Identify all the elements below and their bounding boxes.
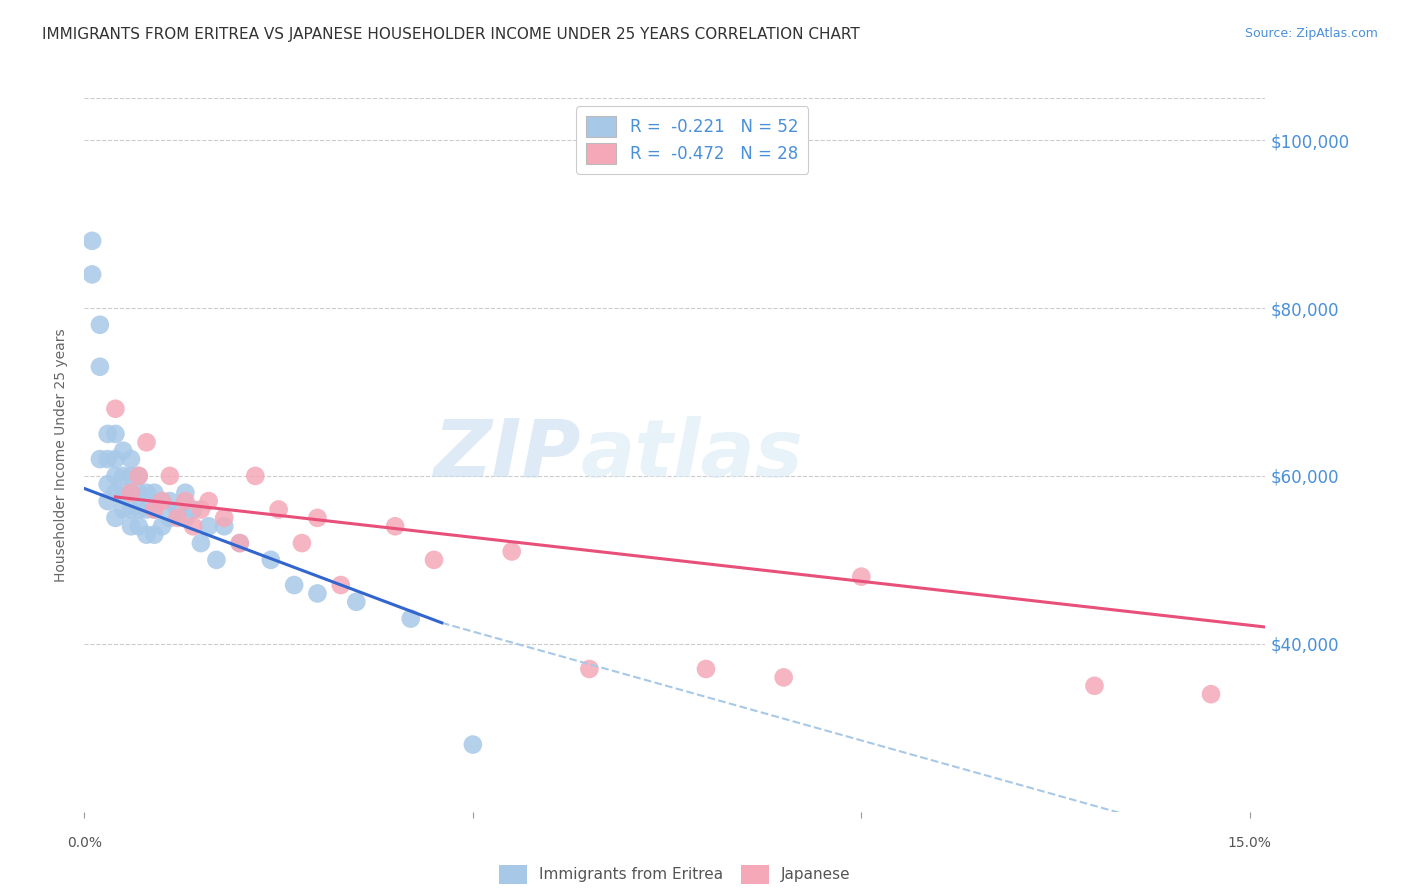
Text: 15.0%: 15.0% (1227, 836, 1272, 850)
Point (120, 519, 142, 533)
Point (128, 485, 150, 500)
Point (772, 670, 794, 684)
Point (197, 519, 219, 533)
Point (174, 494, 197, 508)
Point (423, 553, 446, 567)
Point (159, 469, 181, 483)
Point (120, 485, 142, 500)
Point (120, 502, 142, 516)
Point (307, 511, 329, 525)
Point (197, 494, 219, 508)
Point (128, 469, 150, 483)
Point (104, 452, 127, 467)
Point (143, 502, 166, 516)
Point (260, 553, 283, 567)
Point (135, 502, 157, 516)
Point (229, 536, 252, 550)
Point (159, 511, 181, 525)
Point (112, 485, 135, 500)
Point (695, 662, 717, 676)
Text: atlas: atlas (581, 416, 803, 494)
Point (291, 536, 314, 550)
Text: Source: ZipAtlas.com: Source: ZipAtlas.com (1244, 27, 1378, 40)
Point (89, 359, 111, 374)
Point (120, 469, 142, 483)
Text: IMMIGRANTS FROM ERITREA VS JAPANESE HOUSEHOLDER INCOME UNDER 25 YEARS CORRELATIO: IMMIGRANTS FROM ERITREA VS JAPANESE HOUS… (42, 27, 860, 42)
Text: ZIP: ZIP (433, 416, 581, 494)
Point (174, 485, 197, 500)
Point (166, 511, 188, 525)
Point (578, 662, 600, 676)
Point (150, 494, 173, 508)
Point (104, 401, 127, 416)
Point (212, 511, 235, 525)
Legend: Immigrants from Eritrea, Japanese: Immigrants from Eritrea, Japanese (494, 859, 856, 889)
Point (1199, 687, 1222, 701)
Point (82, 234, 104, 248)
Point (229, 536, 252, 550)
Point (384, 519, 406, 533)
Point (190, 502, 212, 516)
Point (112, 443, 135, 458)
Point (104, 426, 127, 441)
Point (128, 519, 150, 533)
Point (97, 452, 120, 467)
Point (245, 469, 267, 483)
Point (267, 502, 290, 516)
Point (97, 477, 120, 491)
Point (104, 469, 127, 483)
Point (851, 569, 873, 583)
Point (120, 452, 142, 467)
Point (181, 519, 204, 533)
Point (135, 527, 157, 541)
Point (82, 268, 104, 282)
Point (128, 502, 150, 516)
Point (150, 494, 173, 508)
Point (112, 469, 135, 483)
Point (1083, 679, 1105, 693)
Point (150, 519, 173, 533)
Point (135, 485, 157, 500)
Y-axis label: Householder Income Under 25 years: Householder Income Under 25 years (55, 328, 69, 582)
Text: 0.0%: 0.0% (67, 836, 101, 850)
Point (104, 485, 127, 500)
Point (89, 318, 111, 332)
Point (307, 586, 329, 600)
Point (128, 469, 150, 483)
Point (399, 612, 422, 626)
Point (143, 527, 166, 541)
Point (143, 502, 166, 516)
Point (89, 452, 111, 467)
Point (190, 536, 212, 550)
Point (329, 578, 352, 592)
Point (166, 502, 188, 516)
Point (181, 502, 204, 516)
Point (120, 485, 142, 500)
Point (174, 511, 197, 525)
Point (97, 494, 120, 508)
Point (461, 738, 484, 752)
Point (344, 595, 367, 609)
Point (212, 519, 235, 533)
Point (97, 426, 120, 441)
Point (205, 553, 228, 567)
Point (135, 435, 157, 450)
Point (159, 494, 181, 508)
Point (501, 544, 523, 558)
Point (143, 485, 166, 500)
Point (112, 502, 135, 516)
Point (104, 511, 127, 525)
Point (283, 578, 305, 592)
